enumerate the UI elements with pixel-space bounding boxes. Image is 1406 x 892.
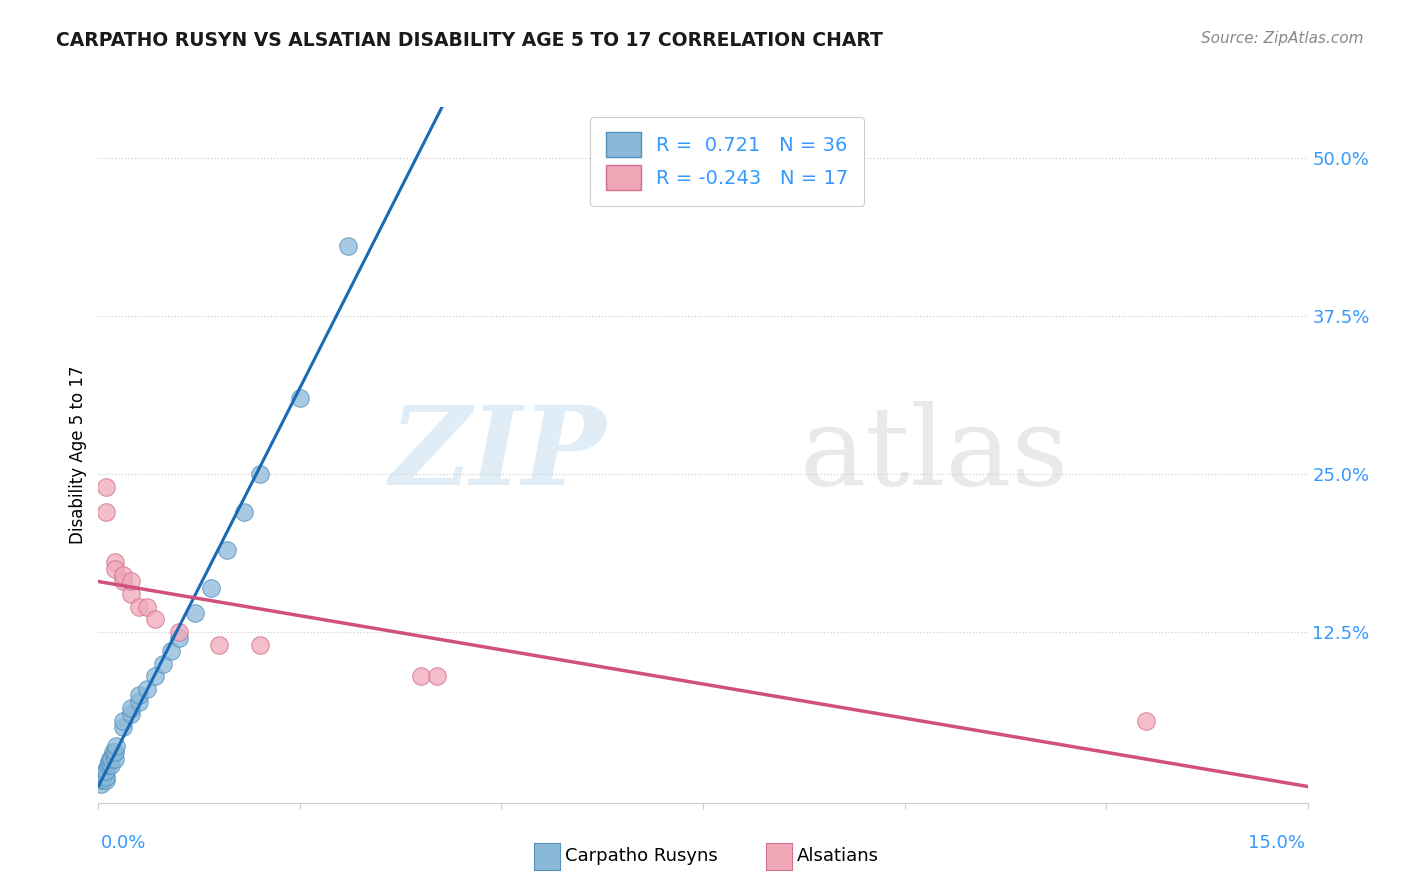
Point <box>143 669 166 683</box>
Point <box>249 467 271 481</box>
Point <box>184 606 207 620</box>
Point <box>96 771 118 785</box>
Point <box>91 771 114 785</box>
Text: 15.0%: 15.0% <box>1247 834 1305 852</box>
Point <box>100 751 122 765</box>
Point <box>91 771 114 785</box>
Point <box>337 239 360 253</box>
Text: 0.0%: 0.0% <box>101 834 146 852</box>
Text: Alsatians: Alsatians <box>797 847 879 865</box>
Point <box>167 632 190 646</box>
Point <box>96 479 118 493</box>
Point <box>167 625 190 640</box>
Point <box>90 772 112 787</box>
Point <box>143 612 166 626</box>
Point <box>128 695 150 709</box>
Point <box>111 720 134 734</box>
Point <box>100 757 122 772</box>
Point <box>120 587 142 601</box>
Point <box>160 644 183 658</box>
Point <box>152 657 174 671</box>
Point <box>128 599 150 614</box>
Point <box>200 581 222 595</box>
Text: atlas: atlas <box>800 401 1070 508</box>
Point <box>111 574 134 589</box>
Point <box>103 562 125 576</box>
Point <box>111 568 134 582</box>
Point <box>409 669 432 683</box>
Point <box>103 751 125 765</box>
Point <box>103 745 125 759</box>
Point <box>135 681 157 696</box>
Point <box>111 714 134 728</box>
Point <box>288 391 311 405</box>
Point <box>94 772 117 787</box>
Point <box>101 745 124 759</box>
Point <box>120 701 142 715</box>
Point <box>249 638 271 652</box>
Point <box>96 505 118 519</box>
Point <box>232 505 254 519</box>
Text: Carpatho Rusyns: Carpatho Rusyns <box>565 847 718 865</box>
Point <box>103 556 125 570</box>
Point <box>93 768 115 782</box>
Point <box>135 599 157 614</box>
Point <box>98 751 121 765</box>
Point <box>90 777 112 791</box>
Point <box>96 764 118 779</box>
Y-axis label: Disability Age 5 to 17: Disability Age 5 to 17 <box>69 366 87 544</box>
Point <box>120 574 142 589</box>
Point <box>217 542 239 557</box>
Text: CARPATHO RUSYN VS ALSATIAN DISABILITY AGE 5 TO 17 CORRELATION CHART: CARPATHO RUSYN VS ALSATIAN DISABILITY AG… <box>56 31 883 50</box>
Point <box>128 688 150 702</box>
Point <box>94 764 117 779</box>
Point <box>97 756 120 770</box>
Point <box>426 669 449 683</box>
Point <box>97 757 120 772</box>
Legend: R =  0.721   N = 36, R = -0.243   N = 17: R = 0.721 N = 36, R = -0.243 N = 17 <box>591 117 865 206</box>
Point <box>208 638 231 652</box>
Text: Source: ZipAtlas.com: Source: ZipAtlas.com <box>1201 31 1364 46</box>
Text: ZIP: ZIP <box>389 401 606 508</box>
Point <box>105 739 128 753</box>
Point <box>120 707 142 722</box>
Point <box>1135 714 1157 728</box>
